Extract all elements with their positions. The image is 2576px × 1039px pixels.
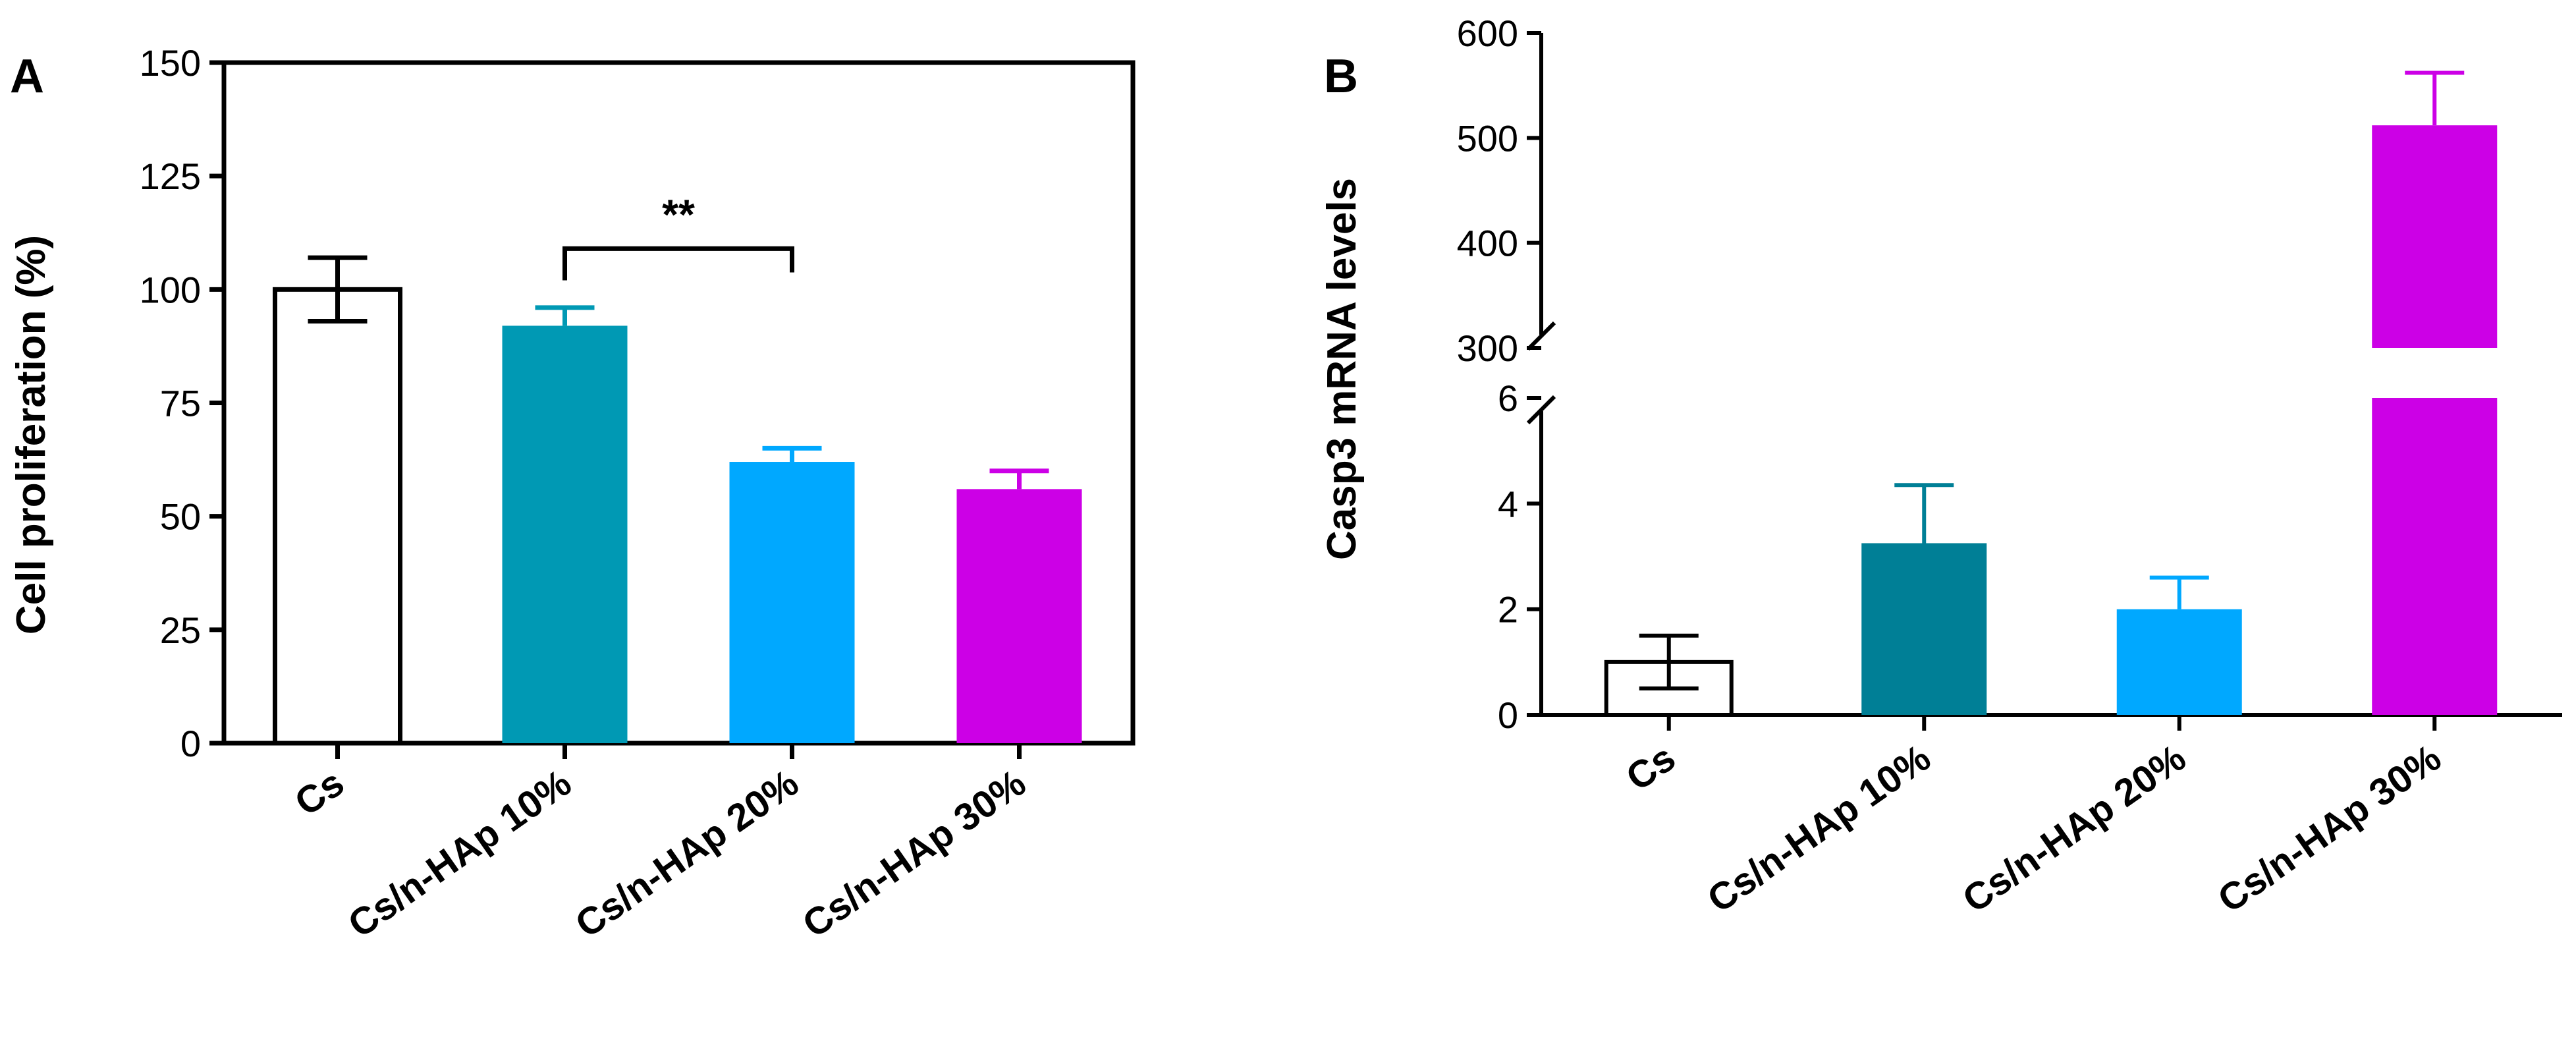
panel-b-bar-upper-segment-cs-n-hap-30 bbox=[2372, 125, 2498, 349]
panel-a-y-tick-label: 150 bbox=[140, 42, 201, 84]
panel-a-y-tick-label: 25 bbox=[160, 609, 201, 651]
panel-a-y-tick-label: 75 bbox=[160, 383, 201, 424]
panel-b-bars bbox=[1604, 125, 2498, 717]
panel-b-y-tick-label-lower: 6 bbox=[1498, 378, 1518, 419]
panel-a-y-tick-label: 125 bbox=[140, 155, 201, 197]
panel-a: A Cell proliferation (%) 0 25 50 75 100 125 15… bbox=[9, 42, 1136, 946]
panel-a-y-tick-label: 50 bbox=[160, 496, 201, 538]
panel-b-error-bars bbox=[1639, 70, 2465, 690]
panel-a-significance-label: ** bbox=[662, 190, 695, 238]
panel-a-bar-cs bbox=[273, 287, 402, 746]
panel-b-y-tick-label-lower: 0 bbox=[1498, 694, 1518, 736]
panel-a-y-tick-label: 0 bbox=[180, 723, 201, 764]
panel-a-y-axis-title: Cell proliferation (%) bbox=[9, 235, 54, 634]
panel-a-y-tick-label: 100 bbox=[140, 269, 201, 310]
panel-a-bar-cs-n-hap-10 bbox=[502, 325, 628, 744]
panel-b-x-ticks: Cs Cs/n-HAp 10% Cs/n-HAp 20% Cs/n-HAp 30% bbox=[1618, 715, 2449, 921]
panel-a-letter: A bbox=[10, 50, 44, 103]
panel-a-y-ticks: 0 25 50 75 100 125 150 bbox=[140, 42, 224, 764]
panel-b-letter: B bbox=[1324, 50, 1358, 103]
panel-a-x-tick-label-cs: Cs bbox=[287, 761, 352, 824]
panel-a-x-tick-label-cs-n-hap-30: Cs/n-HAp 30% bbox=[795, 761, 1033, 946]
panel-b-y-tick-label-upper: 600 bbox=[1457, 13, 1518, 54]
panel-b-y-tick-label-lower: 4 bbox=[1498, 483, 1518, 524]
panel-b-x-tick-label-cs-n-hap-30: Cs/n-HAp 30% bbox=[2210, 736, 2449, 921]
panel-b-y-tick-label-lower: 2 bbox=[1498, 589, 1518, 631]
panel-a-significance: ** bbox=[562, 190, 794, 281]
panel-b-axis-break-mark-upper bbox=[1526, 321, 1556, 351]
panel-b-y-tick-label-upper: 300 bbox=[1457, 327, 1518, 369]
panel-b-bar-cs-n-hap-20 bbox=[2116, 609, 2242, 715]
panel-b-y-axis-title: Casp3 mRNA levels bbox=[1319, 178, 1365, 560]
panel-a-error-bars bbox=[308, 255, 1049, 490]
panel-a-bars bbox=[273, 287, 1082, 746]
panel-b-axis-break-mark-lower bbox=[1526, 395, 1556, 425]
panel-b-x-tick-label-cs-n-hap-10: Cs/n-HAp 10% bbox=[1700, 736, 1938, 921]
panel-b-x-tick-label-cs: Cs bbox=[1618, 736, 1683, 799]
panel-b-y-tick-label-upper: 500 bbox=[1457, 117, 1518, 159]
panel-b-x-tick-label-cs-n-hap-20: Cs/n-HAp 20% bbox=[1955, 736, 2193, 921]
panel-b-bar-lower-segment-cs-n-hap-30 bbox=[2372, 398, 2498, 715]
panel-b-y-tick-label-upper: 400 bbox=[1457, 223, 1518, 264]
panel-a-bar-cs-n-hap-30 bbox=[956, 489, 1082, 743]
panel-a-x-tick-label-cs-n-hap-20: Cs/n-HAp 20% bbox=[568, 761, 806, 946]
panel-b-y-ticks: 300 400 500 600 0 2 4 6 bbox=[1457, 13, 1541, 736]
panel-a-significance-bracket bbox=[562, 246, 794, 281]
panel-b-bar-cs-n-hap-10 bbox=[1861, 543, 1987, 715]
panel-a-bar-cs-n-hap-20 bbox=[729, 462, 855, 743]
panel-a-x-tick-label-cs-n-hap-10: Cs/n-HAp 10% bbox=[341, 761, 579, 946]
